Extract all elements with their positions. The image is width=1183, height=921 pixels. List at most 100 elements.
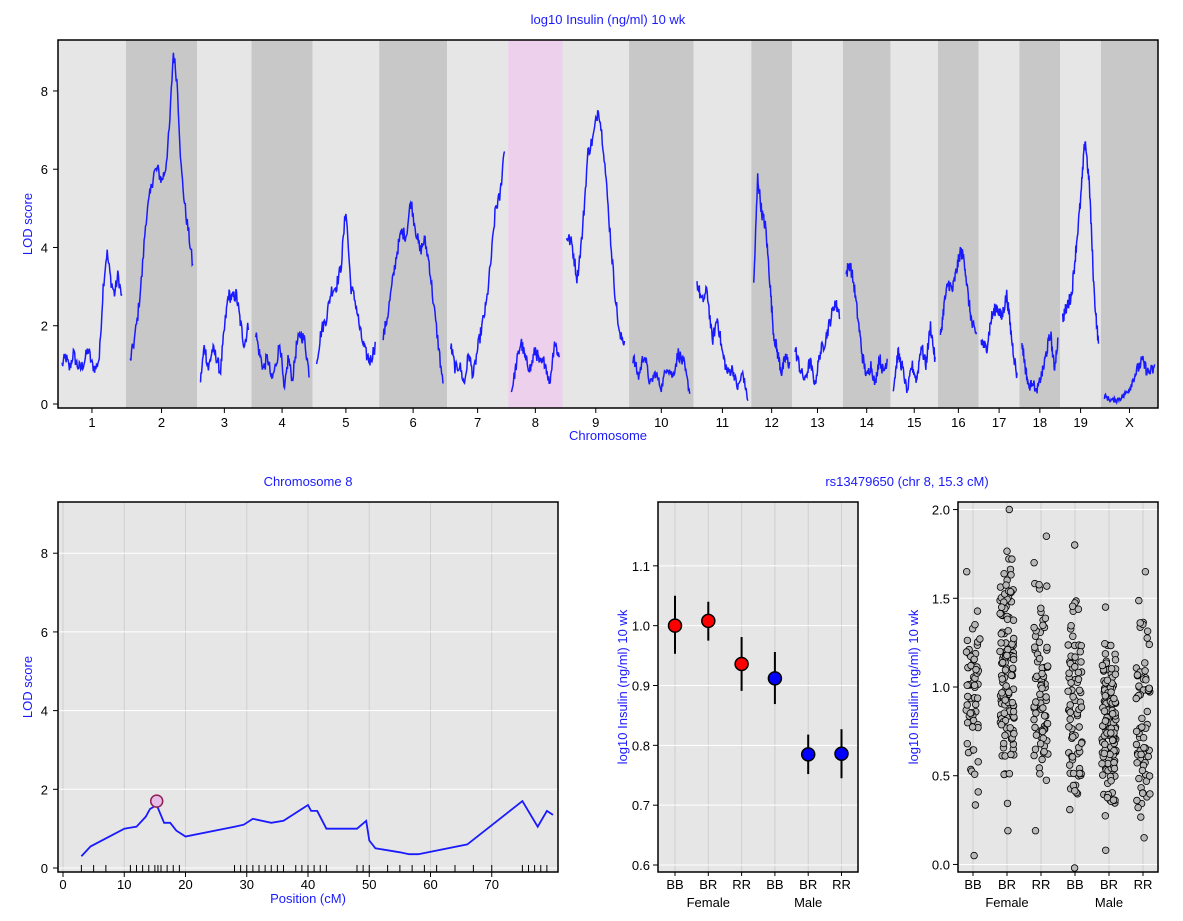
individual-point (998, 603, 1006, 611)
individual-point (1134, 803, 1142, 812)
individual-point (1101, 846, 1110, 854)
individual-point (1030, 623, 1038, 632)
group-label-male: Male (794, 895, 822, 910)
individual-point (1103, 793, 1112, 802)
individual-point (997, 630, 1005, 638)
individual-point (1002, 682, 1010, 690)
individual-point (1002, 581, 1010, 589)
y-tick-label: 4 (41, 240, 48, 255)
individual-point (1010, 634, 1018, 643)
genotype-label: BR (1100, 877, 1118, 892)
individual-point (1101, 640, 1109, 648)
x-tick-label: 50 (362, 877, 376, 892)
y-tick-label: 6 (41, 162, 48, 177)
individual-point (968, 723, 977, 731)
chromosome-band-12 (751, 40, 793, 408)
individual-point (1077, 703, 1086, 711)
genome-x-axis: 1 2 3 4 5 6 7 8 9 10 11 12 13 14 15 16 17 18 19 X (88, 408, 1134, 430)
phenotype-y-label: log10 Insulin (ng/ml) 10 wk (906, 609, 921, 764)
individual-point (973, 607, 982, 615)
chromosome-band-14 (842, 40, 891, 408)
y-tick-label: 1.5 (932, 591, 950, 606)
individual-point (1138, 789, 1147, 797)
group-label-male: Male (1095, 895, 1123, 910)
lod-curve-chr-3 (199, 288, 250, 383)
lod-curve-chr-5 (315, 213, 376, 366)
individual-point (1043, 719, 1052, 728)
individual-point (1101, 812, 1109, 820)
individual-point (1008, 555, 1016, 563)
chromosome-label: 6 (410, 415, 417, 430)
individual-point (1135, 774, 1143, 783)
individual-point (1145, 772, 1154, 780)
chromosome-band-5 (312, 40, 380, 408)
individual-point (1069, 693, 1077, 701)
individual-point (1005, 505, 1013, 514)
individual-point (1098, 760, 1106, 768)
chromosome-band-2 (125, 40, 198, 408)
individual-point (1108, 736, 1117, 744)
individual-point (1146, 790, 1154, 798)
individual-point (1007, 750, 1015, 759)
genotype-label: RR (832, 877, 851, 892)
individual-point (1066, 708, 1074, 716)
individual-point (1138, 766, 1147, 775)
effect-y-label: log10 Insulin (ng/ml) 10 wk (615, 609, 630, 764)
genotype-label: BB (964, 877, 981, 892)
chromosome-band-16 (938, 40, 979, 408)
individual-point (1066, 715, 1074, 723)
individual-point (1135, 682, 1143, 690)
individual-point (1036, 740, 1045, 748)
chromosome-x-axis: 0 10 20 30 40 50 60 70 (59, 872, 499, 892)
selected-marker-point[interactable] (149, 794, 164, 808)
individual-point (1004, 827, 1012, 835)
individual-point (1137, 750, 1145, 759)
individual-point (1069, 733, 1077, 741)
individual-point (973, 694, 982, 702)
lod-curve-chr-18 (1021, 331, 1059, 394)
chromosome-label: 13 (810, 415, 824, 430)
y-tick-label: 2.0 (932, 503, 950, 518)
chromosome-band-9 (562, 40, 630, 408)
individual-point (963, 636, 972, 645)
individual-point (1109, 796, 1118, 804)
individual-point (1001, 696, 1009, 704)
individual-point (1141, 568, 1150, 576)
effect-plot-background (658, 502, 858, 872)
individual-point (1069, 632, 1077, 640)
y-tick-label: 1.0 (632, 619, 650, 634)
individual-point (1064, 687, 1072, 695)
chromosome-y-label: LOD score (20, 656, 35, 718)
individual-point (1066, 701, 1074, 709)
individual-point (1098, 771, 1107, 779)
chromosome-label: 16 (951, 415, 965, 430)
individual-point (1141, 659, 1149, 667)
lod-curve-chr-10 (632, 348, 691, 394)
individual-point (1137, 813, 1145, 821)
y-tick-label: 2 (41, 782, 48, 797)
individual-point (1004, 627, 1012, 635)
individual-point (1001, 666, 1010, 674)
individual-point (1005, 770, 1014, 778)
individual-point (1030, 715, 1038, 724)
individual-point (1101, 650, 1110, 658)
individual-point (972, 665, 980, 674)
genome-x-label: Chromosome (569, 428, 647, 443)
lod-curve-chr-17 (980, 289, 1018, 379)
individual-point (962, 648, 971, 656)
group-mean-point (767, 671, 783, 686)
chromosome-label: 15 (907, 415, 921, 430)
lod-curve-chr-1 (61, 249, 123, 373)
phenotype-panel: 0.0 0.5 1.0 1.5 2.0 BB BR RR BB BR RR Female Male l… (906, 501, 1159, 910)
individual-point (996, 647, 1004, 656)
genotype-label: BR (799, 877, 817, 892)
x-tick-label: 0 (59, 877, 66, 892)
individual-point (998, 675, 1006, 683)
individual-point (1008, 664, 1017, 672)
y-tick-label: 1.0 (932, 680, 950, 695)
individual-point (1070, 864, 1079, 872)
y-tick-label: 1.1 (632, 559, 650, 574)
